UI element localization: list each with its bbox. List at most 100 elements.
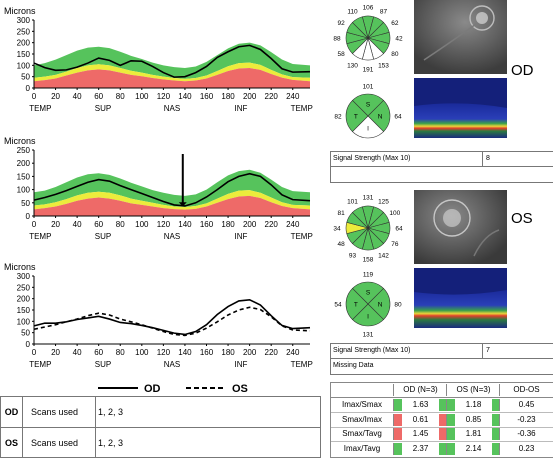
y-tick-label: 0	[26, 84, 31, 93]
x-tick-label: 220	[265, 92, 279, 101]
od-series-line	[33, 298, 311, 336]
od-fundus-image	[414, 0, 507, 74]
ratio-diff-value: 0.23	[499, 442, 553, 455]
outside-normal-band	[34, 195, 310, 216]
os-signal-divider	[482, 344, 483, 358]
od-signal-value: 8	[486, 155, 490, 162]
legend-od-label: OD	[144, 383, 161, 395]
quadrant-n	[367, 100, 391, 132]
clock-value: 101	[347, 199, 358, 206]
legend-os-label: OS	[232, 383, 248, 395]
ratio-header-os: OS (N=3)	[446, 384, 500, 396]
ratio-od-value: 2.37	[393, 442, 447, 455]
quadrant-value: 54	[334, 302, 342, 309]
ratio-diff-value: -0.23	[499, 413, 553, 426]
od-signal-box: Signal Strength (Max 10) 8	[330, 151, 553, 183]
clock-value: 191	[363, 67, 374, 74]
x-tick-label: 100	[135, 92, 149, 101]
quadrant-i	[352, 115, 384, 139]
quadrant-value: 119	[363, 272, 374, 279]
x-tick-label: 40	[73, 92, 82, 101]
scan-value-od: 1, 2, 3	[98, 407, 124, 417]
clock-value: 81	[338, 210, 346, 217]
y-tick-label: 250	[17, 146, 31, 155]
x-tick-label: 100	[135, 220, 149, 229]
clock-value: 142	[378, 252, 389, 259]
quadrant-value: 101	[363, 84, 374, 91]
od-oct-bscan	[414, 78, 507, 138]
y-tick-label: 50	[21, 73, 30, 82]
x-tick-label: 20	[51, 92, 60, 101]
os-fundus-graphic	[414, 190, 507, 264]
od-signal-divider	[482, 152, 483, 166]
ratio-os-value: 1.81	[446, 428, 500, 440]
quadrant-letter: T	[354, 114, 358, 121]
od-signal-label: Signal Strength (Max 10)	[333, 155, 411, 162]
ratio-os-value: 0.85	[446, 413, 500, 426]
x-tick-label: 200	[243, 348, 257, 357]
os-series-line	[33, 306, 311, 337]
y-tick-label: 100	[17, 186, 31, 195]
ratio-header-diff: OD-OS	[499, 384, 553, 396]
x-tick-label: 0	[32, 92, 37, 101]
clock-sector	[352, 206, 369, 230]
y-tick-label: 0	[26, 212, 31, 221]
x-tick-label: 0	[32, 220, 37, 229]
quadrant-value: 131	[363, 332, 374, 339]
clock-value: 110	[347, 9, 358, 16]
region-label: SUP	[95, 232, 111, 241]
quadrant-n	[367, 288, 391, 320]
x-tick-label: 160	[200, 348, 214, 357]
x-tick-label: 60	[94, 92, 103, 101]
clock-value: 100	[389, 210, 400, 217]
scan-eye-od: OD	[1, 397, 23, 427]
region-label: SUP	[95, 104, 111, 113]
clock-value: 125	[378, 199, 389, 206]
quadrant-value: 82	[334, 114, 342, 121]
y-tick-label: 200	[17, 295, 31, 304]
ratio-row: Smax/Tavg 1.45 1.81 -0.36	[331, 427, 553, 442]
normal-band	[34, 42, 310, 79]
combined-chart-svg: 0 50 100 150 200 250 300 0 20 40 60 80 100 120 140 160 1…	[17, 272, 313, 369]
clock-value: 130	[347, 62, 358, 69]
region-label: TEMP	[291, 360, 313, 369]
x-tick-label: 180	[221, 92, 235, 101]
region-label: NAS	[164, 104, 180, 113]
clock-value: 93	[349, 252, 357, 259]
y-tick-label: 0	[26, 340, 31, 349]
x-tick-label: 60	[94, 348, 103, 357]
quadrant-value: 64	[394, 114, 402, 121]
x-tick-label: 100	[135, 348, 149, 357]
quadrant-s	[352, 281, 384, 305]
borderline-band	[34, 62, 310, 82]
clock-value: 64	[395, 226, 403, 233]
quadrant-letter: I	[367, 314, 369, 321]
clock-value: 80	[391, 51, 399, 58]
ratio-table: OD (N=3) OS (N=3) OD-OS Imax/Smax 1.63 1.1…	[330, 382, 553, 458]
ratio-os-value: 1.18	[446, 399, 500, 411]
quadrant-t	[345, 288, 369, 320]
y-tick-label: 150	[17, 50, 31, 59]
clock-value: 92	[338, 20, 346, 27]
os-missing-row: Missing Data	[331, 359, 553, 373]
clock-value: 62	[391, 20, 399, 27]
quadrant-letter: S	[366, 101, 371, 108]
combined-tsnit-chart: Microns 0 50 100 150 200 250 300 0 20 40 60 80 100 12…	[0, 256, 318, 382]
ratio-diff-value: -0.36	[499, 428, 553, 440]
os-signal-row: Signal Strength (Max 10) 7	[331, 344, 553, 359]
clock-value: 87	[380, 9, 388, 16]
os-oct-graphic	[414, 268, 507, 328]
x-tick-label: 120	[157, 348, 171, 357]
od-oct-graphic	[414, 78, 507, 138]
os-signal-box: Signal Strength (Max 10) 7 Missing Data	[330, 343, 553, 375]
borderline-band	[34, 190, 310, 210]
clock-value: 88	[333, 36, 341, 43]
x-tick-label: 200	[243, 220, 257, 229]
ratio-label: Smax/Imax	[341, 414, 382, 424]
y-tick-label: 100	[17, 317, 31, 326]
quadrant-letter: N	[378, 302, 383, 309]
x-tick-label: 20	[51, 220, 60, 229]
x-tick-label: 180	[221, 348, 235, 357]
y-tick-label: 250	[17, 283, 31, 292]
clock-sector	[352, 16, 369, 40]
